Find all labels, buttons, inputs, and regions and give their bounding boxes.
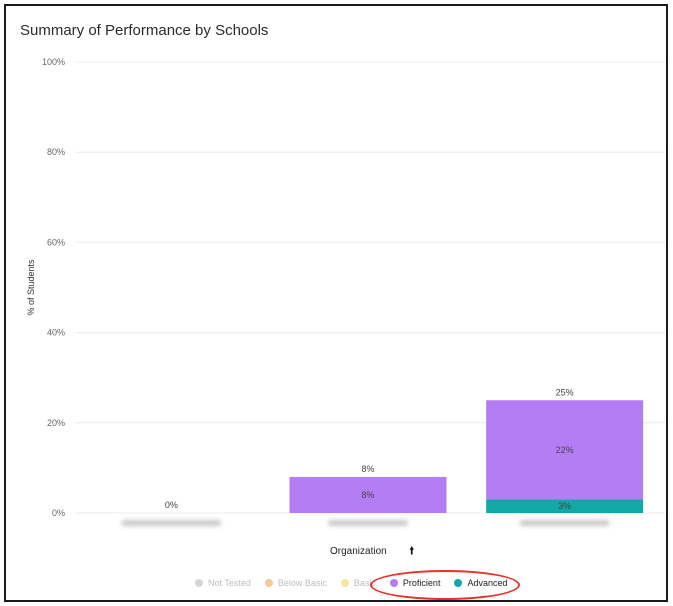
chart-title: Summary of Performance by Schools: [20, 22, 269, 39]
y-tick-label: 0%: [52, 508, 65, 518]
bar-total-label: 8%: [361, 464, 374, 474]
legend-item-advanced[interactable]: Advanced: [454, 578, 507, 588]
x-axis-label: Organization: [330, 545, 387, 557]
legend-item-below-basic[interactable]: Below Basic: [264, 578, 327, 588]
y-axis-label: % of Students: [26, 259, 36, 316]
chart-legend: Not Tested Below Basic Basic Proficient Adva…: [195, 578, 507, 588]
legend-label: Below Basic: [277, 578, 327, 588]
x-category-label-obscured: [519, 520, 610, 526]
legend-swatch: [264, 579, 273, 587]
y-tick-label: 60%: [47, 237, 65, 247]
y-tick-label: 20%: [47, 418, 65, 428]
legend-label: Basic: [353, 578, 376, 588]
bar-total-label: 0%: [165, 500, 178, 510]
legend-item-proficient[interactable]: Proficient: [389, 578, 441, 588]
arrow-up-icon[interactable]: 🠙: [408, 544, 415, 557]
bar-segment-proficient: [486, 400, 644, 500]
bar-segment-label: 22%: [556, 445, 574, 455]
legend-item-not-tested[interactable]: Not Tested: [195, 578, 251, 588]
legend-swatch: [389, 579, 398, 587]
legend-label: Advanced: [467, 578, 508, 588]
legend-item-basic[interactable]: Basic: [340, 578, 376, 588]
bar-segment-advanced: [486, 499, 644, 513]
bar-total-label: 25%: [556, 387, 574, 397]
legend-swatch: [454, 579, 463, 587]
y-tick-label: 40%: [47, 328, 65, 338]
legend-label: Proficient: [402, 578, 441, 588]
legend-swatch: [340, 579, 349, 587]
bar-segment-label: 3%: [558, 501, 571, 511]
y-tick-label: 80%: [47, 147, 65, 157]
bar-segment-proficient: [289, 476, 447, 513]
x-category-label-obscured: [328, 520, 408, 526]
x-category-label-obscured: [121, 520, 222, 526]
bar-segment-label: 8%: [361, 490, 374, 500]
legend-swatch: [195, 579, 203, 587]
y-tick-label: 100%: [42, 57, 65, 67]
x-axis-row: Organization 🠙: [330, 544, 419, 558]
legend-label: Not Tested: [208, 578, 251, 588]
